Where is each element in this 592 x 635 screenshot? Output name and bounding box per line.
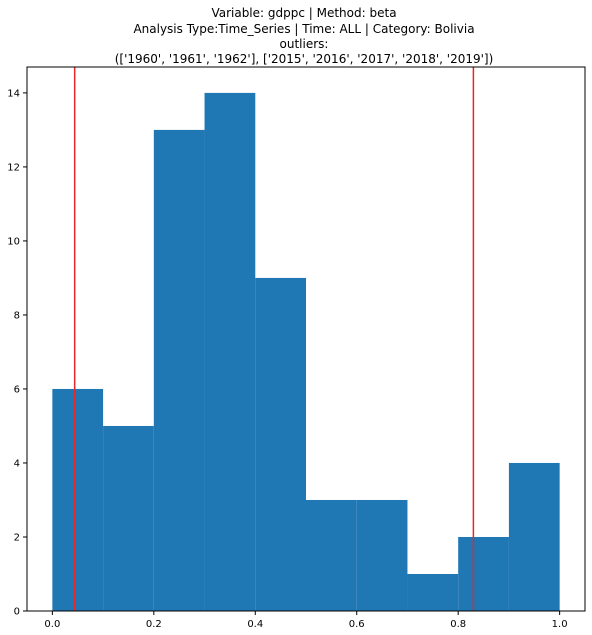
- x-tick-label: 0.0: [44, 619, 60, 630]
- x-axis: 0.0 0.2 0.4 0.6 0.8 1.0: [44, 611, 568, 630]
- y-tick-label: 12: [7, 162, 20, 173]
- title-line-2: Analysis Type:Time_Series | Time: ALL | …: [133, 22, 474, 36]
- y-axis: 0 2 4 6 8 10 12 14: [7, 88, 27, 618]
- y-tick-label: 2: [14, 532, 20, 543]
- x-tick-label: 0.8: [450, 619, 466, 630]
- histogram-bar: [306, 499, 357, 611]
- histogram-bar: [255, 277, 306, 611]
- histogram-bar: [52, 388, 104, 611]
- plot-frame: [26, 66, 586, 612]
- title-line-4: (['1960', '1961', '1962'], ['2015', '201…: [115, 52, 494, 66]
- title-line-1: Variable: gdppc | Method: beta: [211, 6, 396, 20]
- x-tick-label: 0.4: [247, 619, 263, 630]
- y-tick-label: 8: [14, 310, 20, 321]
- y-tick-label: 6: [14, 384, 20, 395]
- histogram-bar: [153, 129, 205, 611]
- histogram-bar: [103, 425, 154, 611]
- histogram-bar: [508, 462, 560, 611]
- title-line-3: outliers:: [280, 37, 329, 51]
- y-tick-label: 14: [7, 88, 20, 99]
- histogram-bar: [458, 536, 509, 611]
- chart-title: Variable: gdppc | Method: beta Analysis …: [115, 6, 494, 66]
- y-tick-label: 0: [14, 607, 20, 618]
- x-tick-label: 1.0: [552, 619, 568, 630]
- x-tick-label: 0.6: [349, 619, 365, 630]
- y-tick-label: 4: [14, 458, 20, 469]
- histogram-bar: [407, 573, 459, 611]
- outlier-threshold-lines: [73, 67, 475, 611]
- histogram-bar: [356, 499, 408, 611]
- histogram-bar: [204, 92, 256, 611]
- histogram-bars: [52, 92, 560, 611]
- x-tick-label: 0.2: [146, 619, 162, 630]
- y-tick-label: 10: [7, 236, 20, 247]
